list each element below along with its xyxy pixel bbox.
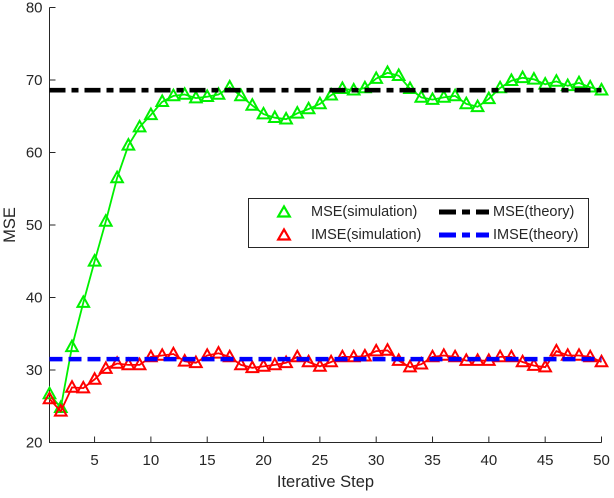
y-axis-label: MSE [1, 207, 19, 243]
y-tick-label: 60 [26, 145, 43, 162]
y-tick-label: 20 [26, 435, 43, 452]
legend-entry-mse-theory: MSE(theory) [437, 200, 588, 223]
x-tick-label: 10 [143, 452, 160, 469]
red-triangle-icon [276, 227, 292, 242]
x-axis-label: Iterative Step [277, 473, 374, 491]
x-tick-label: 15 [199, 452, 216, 469]
y-tick-label: 30 [26, 362, 43, 379]
green-triangle-icon [276, 204, 292, 219]
x-tick-label: 40 [481, 452, 498, 469]
legend-entry-imse-theory: IMSE(theory) [437, 223, 588, 246]
x-tick-label: 45 [537, 452, 554, 469]
blue-dashed-line-icon [438, 230, 490, 240]
legend-label: MSE(simulation) [311, 203, 418, 220]
legend-entry-mse-simulation: MSE(simulation) [249, 200, 437, 223]
x-tick-label: 5 [90, 452, 98, 469]
y-tick-label: 40 [26, 290, 43, 307]
legend-entry-imse-simulation: IMSE(simulation) [249, 223, 437, 246]
y-tick-label: 50 [26, 217, 43, 234]
legend-label: IMSE(simulation) [311, 226, 422, 243]
x-tick-label: 50 [593, 452, 610, 469]
x-tick-label: 25 [312, 452, 329, 469]
legend-label: MSE(theory) [493, 203, 575, 220]
black-dashdot-line-icon [438, 207, 490, 217]
x-tick-label: 20 [255, 452, 272, 469]
x-tick-label: 35 [424, 452, 441, 469]
x-tick-label: 30 [368, 452, 385, 469]
y-tick-label: 70 [26, 72, 43, 89]
y-tick-label: 80 [26, 0, 43, 17]
imse-simulation--markers [42, 342, 609, 417]
legend-label: IMSE(theory) [493, 226, 579, 243]
legend-box: MSE(simulation) MSE(theory) IMSE(simulat… [248, 198, 589, 248]
